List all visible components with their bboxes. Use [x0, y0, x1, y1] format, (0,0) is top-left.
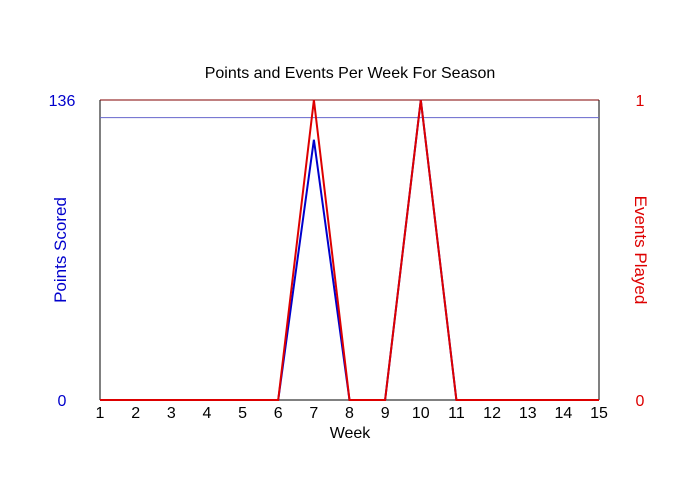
left-axis-max-label: 136 — [49, 93, 76, 110]
x-tick-label: 9 — [381, 405, 390, 422]
x-tick-label: 10 — [412, 405, 430, 422]
x-tick-label: 14 — [554, 405, 572, 422]
x-tick-label: 7 — [309, 405, 318, 422]
right-axis-title: Events Played — [631, 196, 650, 305]
x-tick-label: 15 — [590, 405, 608, 422]
chart-title: Points and Events Per Week For Season — [205, 65, 496, 82]
x-tick-label: 12 — [483, 405, 501, 422]
series-line-events-played — [100, 99, 599, 401]
right-axis-max-label: 1 — [636, 93, 645, 110]
x-tick-label: 4 — [202, 405, 211, 422]
x-tick-label: 6 — [274, 405, 283, 422]
x-tick-label: 13 — [519, 405, 537, 422]
left-axis-min-label: 0 — [58, 393, 67, 410]
x-tick-label: 3 — [167, 405, 176, 422]
x-tick-label: 5 — [238, 405, 247, 422]
right-axis-min-label: 0 — [636, 393, 645, 410]
x-tick-label: 2 — [131, 405, 140, 422]
x-tick-label: 8 — [345, 405, 354, 422]
series-line-points-scored — [100, 99, 599, 401]
left-axis-title: Points Scored — [51, 197, 70, 303]
x-tick-label: 1 — [96, 405, 105, 422]
x-axis-title: Week — [330, 425, 372, 442]
x-tick-label: 11 — [448, 405, 465, 422]
